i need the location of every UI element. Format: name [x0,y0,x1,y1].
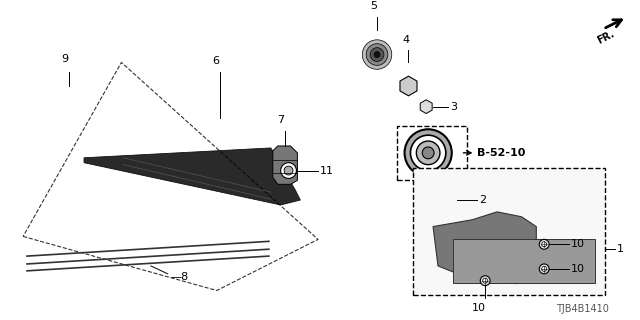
Text: 7: 7 [277,115,284,125]
Circle shape [438,195,448,205]
Text: 4: 4 [402,35,409,45]
Circle shape [404,129,452,176]
Circle shape [374,52,380,58]
Circle shape [422,147,434,159]
Text: 2: 2 [479,195,486,205]
Circle shape [541,267,547,271]
Circle shape [540,264,549,274]
Circle shape [540,239,549,249]
Circle shape [430,187,456,213]
Text: TJB4B1410: TJB4B1410 [556,304,609,314]
Text: 3: 3 [450,102,457,112]
Text: —8: —8 [170,272,189,282]
Text: 11: 11 [320,165,334,176]
Polygon shape [273,146,298,184]
Circle shape [417,141,440,165]
Circle shape [284,166,293,175]
Polygon shape [433,212,536,284]
Polygon shape [420,100,432,114]
Text: 6: 6 [212,56,220,66]
Circle shape [281,163,296,179]
Circle shape [483,278,488,283]
Text: 1: 1 [617,244,624,254]
Bar [413,168,605,295]
Circle shape [370,48,384,61]
Text: 5: 5 [371,1,378,11]
Polygon shape [84,148,300,205]
Text: 9: 9 [61,54,68,64]
Circle shape [362,40,392,69]
Text: B-52-10: B-52-10 [477,148,525,158]
Circle shape [480,276,490,285]
Polygon shape [400,76,417,96]
Circle shape [410,135,446,171]
Circle shape [541,242,547,247]
Bar [397,126,467,180]
Text: FR.: FR. [595,29,616,46]
Polygon shape [452,239,595,283]
Circle shape [366,44,388,65]
Text: 10: 10 [571,239,585,249]
Text: 10: 10 [571,264,585,274]
Text: 10: 10 [472,303,486,313]
